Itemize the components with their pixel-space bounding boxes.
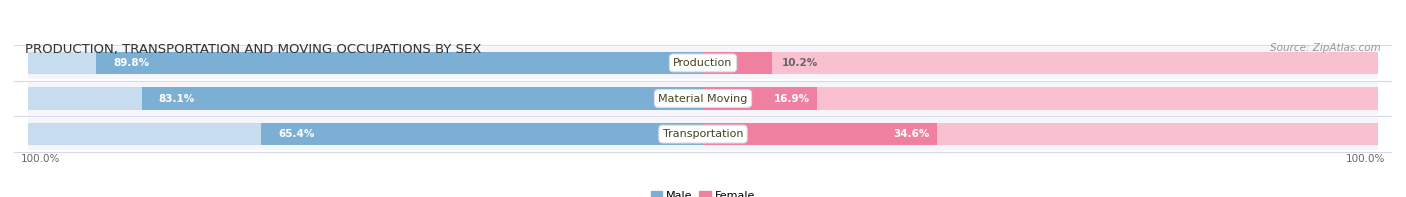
- Bar: [28, 82, 1378, 115]
- Bar: [703, 52, 1378, 74]
- Bar: [28, 52, 703, 74]
- Bar: [97, 52, 703, 74]
- Text: Transportation: Transportation: [662, 129, 744, 139]
- Bar: [28, 118, 1378, 151]
- Text: 89.8%: 89.8%: [114, 58, 149, 68]
- Bar: [142, 87, 703, 110]
- Bar: [703, 123, 936, 145]
- Bar: [703, 123, 1378, 145]
- Bar: [703, 87, 1378, 110]
- Text: 83.1%: 83.1%: [159, 94, 195, 103]
- Text: Material Moving: Material Moving: [658, 94, 748, 103]
- Bar: [28, 46, 1378, 79]
- Text: 16.9%: 16.9%: [775, 94, 810, 103]
- Text: 100.0%: 100.0%: [21, 154, 60, 164]
- Text: 65.4%: 65.4%: [278, 129, 315, 139]
- Bar: [28, 87, 703, 110]
- Legend: Male, Female: Male, Female: [647, 186, 759, 197]
- Text: 34.6%: 34.6%: [894, 129, 929, 139]
- Bar: [28, 123, 703, 145]
- Text: Source: ZipAtlas.com: Source: ZipAtlas.com: [1270, 43, 1381, 53]
- Text: 100.0%: 100.0%: [1346, 154, 1385, 164]
- Text: 10.2%: 10.2%: [782, 58, 818, 68]
- Bar: [262, 123, 703, 145]
- Text: Production: Production: [673, 58, 733, 68]
- Text: PRODUCTION, TRANSPORTATION AND MOVING OCCUPATIONS BY SEX: PRODUCTION, TRANSPORTATION AND MOVING OC…: [25, 43, 481, 56]
- Bar: [703, 52, 772, 74]
- Bar: [703, 87, 817, 110]
